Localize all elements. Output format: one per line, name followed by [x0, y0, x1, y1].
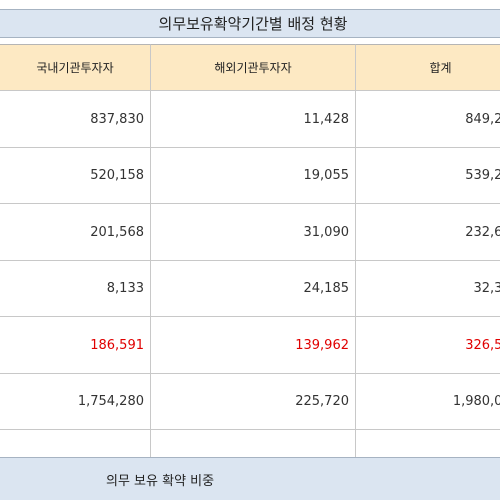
table-cell: 8,133	[0, 261, 151, 317]
table-cell: 520,158	[0, 148, 151, 204]
section-title: 의무 보유 확약 비중	[0, 457, 500, 500]
column-header: 해외기관투자자	[151, 44, 356, 91]
column-header: 합계	[356, 44, 500, 91]
table-title: 의무보유확약기간별 배정 현황	[0, 9, 500, 38]
table-cell: 326,553	[356, 317, 500, 374]
table-cell: 201,568	[0, 204, 151, 261]
table-cell: 19,055	[151, 148, 356, 204]
table-cell: 849,258	[356, 91, 500, 148]
table-cell: 539,213	[356, 148, 500, 204]
table-cell: 837,830	[0, 91, 151, 148]
empty-cell	[356, 430, 500, 457]
empty-cell	[0, 430, 151, 457]
table-cell: 139,962	[151, 317, 356, 374]
table-cell: 186,591	[0, 317, 151, 374]
table-cell: 225,720	[151, 374, 356, 430]
table-cell: 24,185	[151, 261, 356, 317]
column-header: 국내기관투자자	[0, 44, 151, 91]
table-cell: 232,658	[356, 204, 500, 261]
table-cell: 31,090	[151, 204, 356, 261]
table-cell: 1,980,000	[356, 374, 500, 430]
table-cell: 11,428	[151, 91, 356, 148]
table-cell: 1,754,280	[0, 374, 151, 430]
table-cell: 32,318	[356, 261, 500, 317]
empty-cell	[151, 430, 356, 457]
